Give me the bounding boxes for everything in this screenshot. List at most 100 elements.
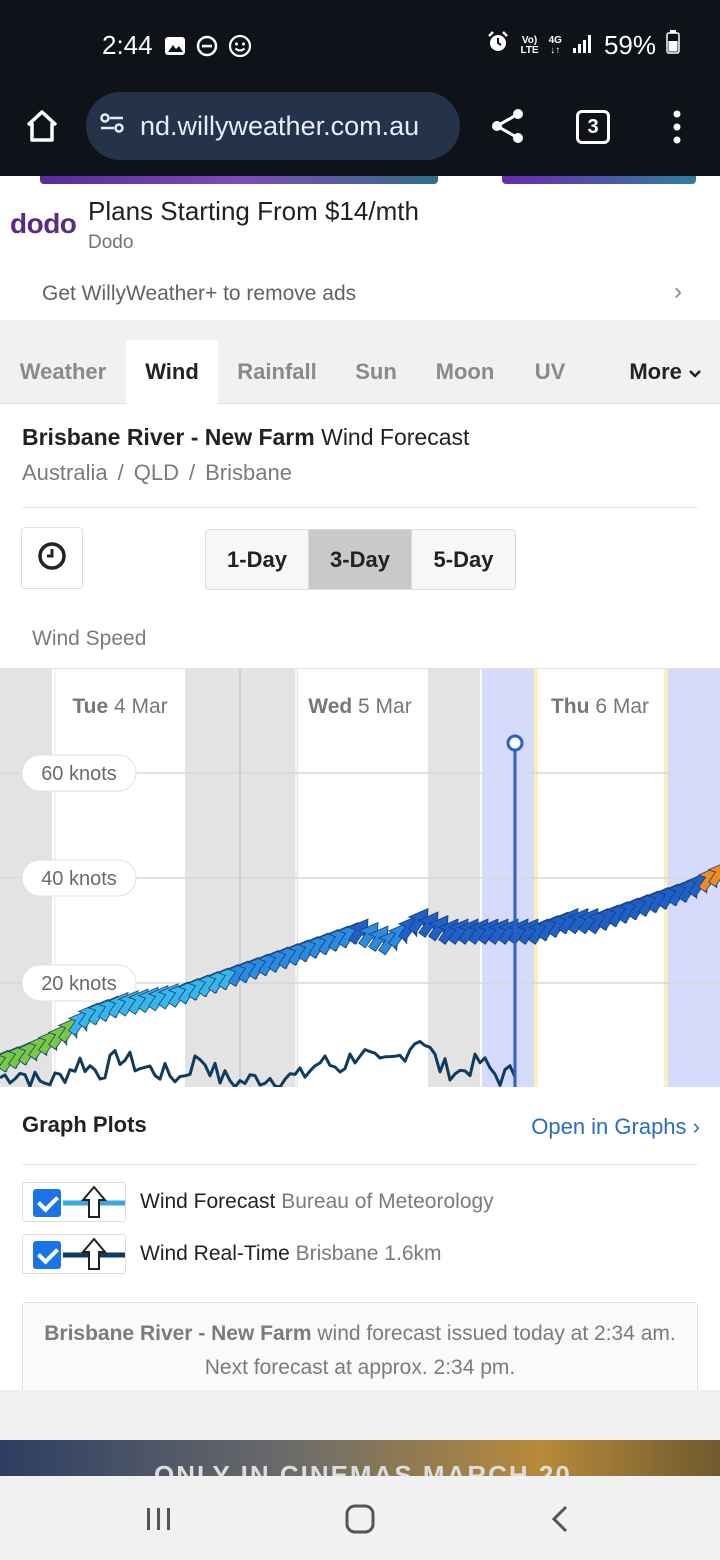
ad-image[interactable] [502,176,696,184]
forecast-arrow [377,928,399,956]
tab-moon[interactable]: Moon [435,359,495,384]
breadcrumb-city[interactable]: Brisbane [205,460,292,485]
forecast-arrow [67,1009,89,1036]
breadcrumb-country[interactable]: Australia [22,460,108,485]
volte-icon: Vo) LTE [520,34,539,56]
tab-sun[interactable]: Sun [355,359,397,384]
more-label: More [629,359,682,384]
checkbox-checked-icon[interactable] [33,1189,61,1217]
day-button-3[interactable]: 3-Day [309,530,412,589]
forecast-arrow [677,876,699,903]
wind-speed-label: Wind Speed [32,627,147,650]
tab-wind[interactable]: Wind [126,340,218,404]
remove-ads-link[interactable]: Get WillyWeather+ to remove ads › [0,268,720,320]
ad-images [0,176,720,188]
plot-name: Wind Forecast [140,1190,276,1213]
wind-chart[interactable]: 20 knots 40 knots 60 knots Tue 4 Mar Wed 5 M… [0,668,720,1087]
forecast-arrow [17,1039,39,1066]
tab-uv[interactable]: UV [534,359,566,384]
forecast-arrow [397,914,419,942]
notice-location: Brisbane River - New Farm [44,1322,312,1345]
location-name: Brisbane River - New Farm [22,424,315,450]
current-time-handle [506,734,524,752]
clock-icon [36,540,68,577]
status-time: 2:44 [102,30,153,60]
remove-ads-text: Get WillyWeather+ to remove ads [42,282,357,305]
chevron-down-icon [688,359,702,384]
tab-rainfall[interactable]: Rainfall [237,359,317,384]
site-settings-icon[interactable] [98,109,126,144]
ad-image[interactable] [40,176,438,184]
breadcrumb: Australia / QLD / Brisbane [22,460,292,485]
plot-row-realtime[interactable]: Wind Real-Time Brisbane 1.6km [22,1234,698,1274]
plot-name: Wind Real-Time [140,1242,290,1265]
bottom-ad-text: ONLY IN CINEMAS MARCH 20 [154,1460,572,1476]
chevron-right-icon: › [692,1114,700,1139]
plot-toggle-forecast[interactable] [22,1182,126,1222]
plot-toggle-realtime[interactable] [22,1234,126,1274]
forecast-arrow [37,1028,59,1056]
forecast-arrow [27,1033,49,1061]
section-tabs: Weather Wind Rainfall Sun Moon UV More [0,320,720,404]
divider [22,1164,698,1165]
checkbox-checked-icon[interactable] [33,1241,61,1269]
plot-source: Brisbane 1.6km [295,1242,442,1265]
wind-chart-svg[interactable]: 20 knots 40 knots 60 knots Tue 4 Mar Wed 5 M… [0,669,720,1087]
alarm-icon [486,30,510,61]
gallery-icon [164,35,186,62]
forecast-arrow [697,865,719,893]
day-label: Thu 6 Mar [551,695,649,718]
page-footer-gap [0,1390,720,1440]
plot-source: Bureau of Meteorology [281,1190,494,1213]
y-tick-label: 40 knots [41,868,117,890]
home-icon[interactable] [22,106,62,151]
url-text: nd.willyweather.com.au [140,110,420,141]
y-tick-label: 20 knots [41,973,117,995]
open-in-graphs-link[interactable]: Open in Graphs › [531,1114,700,1139]
forecast-notice: Brisbane River - New Farm wind forecast … [22,1302,698,1402]
forecast-arrow [687,871,709,898]
battery-percent: 59% [603,30,656,60]
address-bar[interactable]: nd.willyweather.com.au [86,92,460,160]
y-tick-pill [21,754,137,792]
time-select-button[interactable] [21,527,83,589]
breadcrumb-state[interactable]: QLD [133,460,179,485]
forecast-arrow [47,1023,69,1050]
tab-weather[interactable]: Weather [19,359,107,384]
chevron-right-icon: › [674,278,682,305]
home-nav-icon[interactable] [344,1504,376,1539]
title-suffix: Wind Forecast [321,424,470,450]
day-label: Wed 5 Mar [308,695,411,718]
plot-row-forecast[interactable]: Wind Forecast Bureau of Meteorology [22,1182,698,1222]
share-icon[interactable] [488,106,528,151]
forecast-arrow [387,921,409,949]
back-icon[interactable] [548,1504,572,1539]
menu-dots-icon[interactable] [666,108,688,151]
battery-icon [666,30,680,61]
browser-toolbar: nd.willyweather.com.au 3 [0,92,720,176]
bottom-banner-ad[interactable]: ONLY IN CINEMAS MARCH 20 [0,1440,720,1476]
day-button-5[interactable]: 5-Day [412,530,515,589]
realtime-line [0,1040,517,1087]
day-range-selector: 1-Day 3-Day 5-Day [205,529,516,590]
graph-plots-title: Graph Plots [22,1112,147,1137]
forecast-arrow-icon [63,1185,125,1218]
tab-switcher-button[interactable]: 3 [576,110,610,144]
y-tick-pill [21,964,137,1002]
page-title: Brisbane River - New Farm Wind Forecast [22,424,469,451]
forecast-arrow [707,860,720,888]
ad-advertiser: Dodo [88,232,134,253]
recent-apps-icon[interactable] [144,1506,174,1537]
notice-text: wind forecast issued today at 2:34 am. N… [204,1322,676,1379]
more-menu-button[interactable]: More [629,340,702,404]
forecast-arrow [57,1016,79,1043]
network-type-icon: 4G ↓↑ [548,34,562,56]
assistant-icon [228,34,252,63]
system-nav-bar [0,1476,720,1560]
signal-icon [572,30,594,61]
ad-logo[interactable]: dodo [10,208,77,239]
day-label: Tue 4 Mar [72,695,167,718]
do-not-disturb-icon [196,35,218,62]
day-button-1[interactable]: 1-Day [206,530,309,589]
ad-title[interactable]: Plans Starting From $14/mth [88,196,419,226]
